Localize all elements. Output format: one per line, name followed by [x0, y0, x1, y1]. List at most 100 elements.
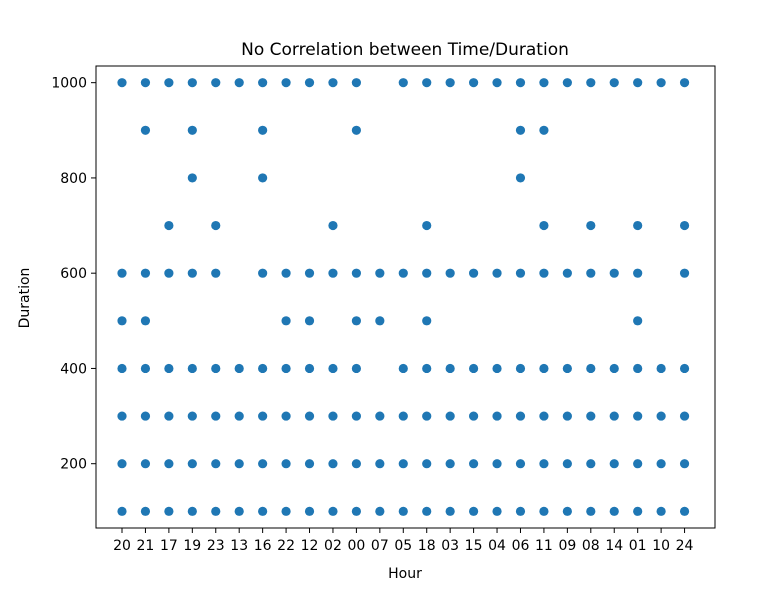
- data-point: [140, 78, 151, 88]
- data-point: [422, 316, 432, 326]
- data-point: [351, 78, 361, 88]
- data-point: [656, 363, 666, 374]
- data-point: [609, 363, 619, 374]
- data-point: [164, 506, 174, 516]
- data-point: [258, 173, 268, 183]
- data-point: [164, 411, 174, 421]
- data-point: [539, 459, 549, 469]
- data-point: [633, 506, 643, 516]
- x-tick-label: 00: [347, 538, 365, 554]
- data-point: [422, 78, 432, 88]
- data-point: [679, 411, 690, 421]
- x-tick-label: 21: [137, 538, 155, 554]
- y-axis-label: Duration: [17, 268, 33, 329]
- data-point: [539, 78, 549, 88]
- data-point: [304, 411, 315, 421]
- data-point: [422, 363, 432, 374]
- x-tick-label: 14: [605, 538, 623, 554]
- data-point: [633, 316, 643, 326]
- x-ticks: 20 21 17 19 23 13 16 22 12 02 00 07 05 18 03 15 04 06 11 09…: [113, 528, 694, 554]
- data-point: [398, 268, 408, 278]
- data-point: [539, 506, 549, 516]
- data-point: [515, 459, 526, 469]
- data-point: [117, 506, 127, 516]
- data-point: [445, 506, 455, 516]
- data-point: [469, 363, 479, 374]
- x-tick-label: 07: [371, 538, 389, 554]
- data-point: [281, 268, 291, 278]
- data-point: [117, 459, 127, 469]
- data-point: [304, 363, 315, 374]
- data-point: [117, 316, 127, 326]
- data-point: [445, 363, 455, 374]
- plot-frame: [95, 65, 716, 529]
- data-point: [422, 268, 432, 278]
- data-point: [469, 411, 479, 421]
- data-point: [679, 78, 690, 88]
- x-tick-label: 22: [277, 538, 295, 554]
- x-tick-label: 12: [301, 538, 319, 554]
- x-tick-label: 06: [512, 538, 530, 554]
- data-point: [515, 411, 526, 421]
- data-point: [281, 459, 291, 469]
- data-point: [539, 125, 549, 135]
- data-point: [117, 411, 127, 421]
- data-point: [117, 78, 127, 88]
- data-point: [586, 411, 596, 421]
- data-point: [656, 78, 666, 88]
- data-point: [375, 459, 385, 469]
- data-point: [398, 78, 408, 88]
- data-point: [187, 78, 197, 88]
- data-point: [562, 411, 572, 421]
- data-point: [351, 268, 361, 278]
- data-point: [351, 459, 361, 469]
- data-point: [211, 78, 221, 88]
- data-point: [679, 220, 690, 231]
- data-point: [609, 78, 619, 88]
- data-point: [117, 268, 127, 278]
- data-point: [304, 506, 315, 516]
- data-point: [304, 316, 315, 326]
- data-point: [539, 220, 549, 231]
- data-point: [328, 363, 338, 374]
- data-point: [633, 78, 643, 88]
- data-point: [211, 363, 221, 374]
- data-point: [234, 506, 244, 516]
- data-point: [258, 363, 268, 374]
- data-point: [140, 363, 151, 374]
- data-point: [375, 316, 385, 326]
- y-tick-label: 1000: [51, 76, 87, 92]
- data-point: [422, 459, 432, 469]
- data-point: [586, 78, 596, 88]
- y-tick-label: 800: [60, 171, 87, 187]
- data-point: [140, 506, 151, 516]
- y-ticks: 200 400 600 800 1000: [51, 76, 96, 473]
- data-point: [258, 268, 268, 278]
- data-point: [164, 268, 174, 278]
- data-point: [328, 78, 338, 88]
- data-point: [234, 411, 244, 421]
- data-point: [211, 268, 221, 278]
- data-point: [422, 411, 432, 421]
- data-point: [304, 268, 315, 278]
- data-point: [679, 459, 690, 469]
- data-point: [586, 268, 596, 278]
- data-point: [609, 411, 619, 421]
- data-point: [656, 411, 666, 421]
- x-tick-label: 04: [488, 538, 506, 554]
- data-point: [633, 459, 643, 469]
- y-tick-label: 200: [60, 457, 87, 473]
- data-point: [422, 506, 432, 516]
- data-point: [515, 506, 526, 516]
- data-point: [633, 220, 643, 231]
- data-point: [375, 506, 385, 516]
- data-point: [140, 125, 151, 135]
- data-point: [609, 459, 619, 469]
- data-point: [492, 411, 502, 421]
- data-point: [445, 411, 455, 421]
- data-point: [258, 506, 268, 516]
- x-tick-label: 03: [441, 538, 459, 554]
- data-point: [234, 78, 244, 88]
- data-point: [515, 363, 526, 374]
- data-point: [234, 363, 244, 374]
